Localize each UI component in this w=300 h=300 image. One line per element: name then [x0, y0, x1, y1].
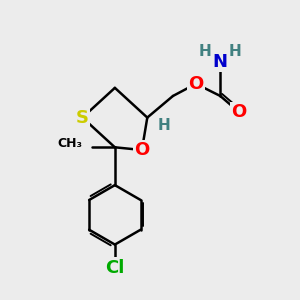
Text: O: O	[134, 141, 149, 159]
Text: Cl: Cl	[105, 259, 124, 277]
Text: H: H	[199, 44, 212, 59]
Text: N: N	[213, 53, 228, 71]
Text: H: H	[157, 118, 170, 133]
Text: O: O	[188, 75, 204, 93]
Text: CH₃: CH₃	[57, 137, 83, 150]
Text: H: H	[229, 44, 242, 59]
Text: O: O	[232, 103, 247, 121]
Text: S: S	[76, 109, 89, 127]
